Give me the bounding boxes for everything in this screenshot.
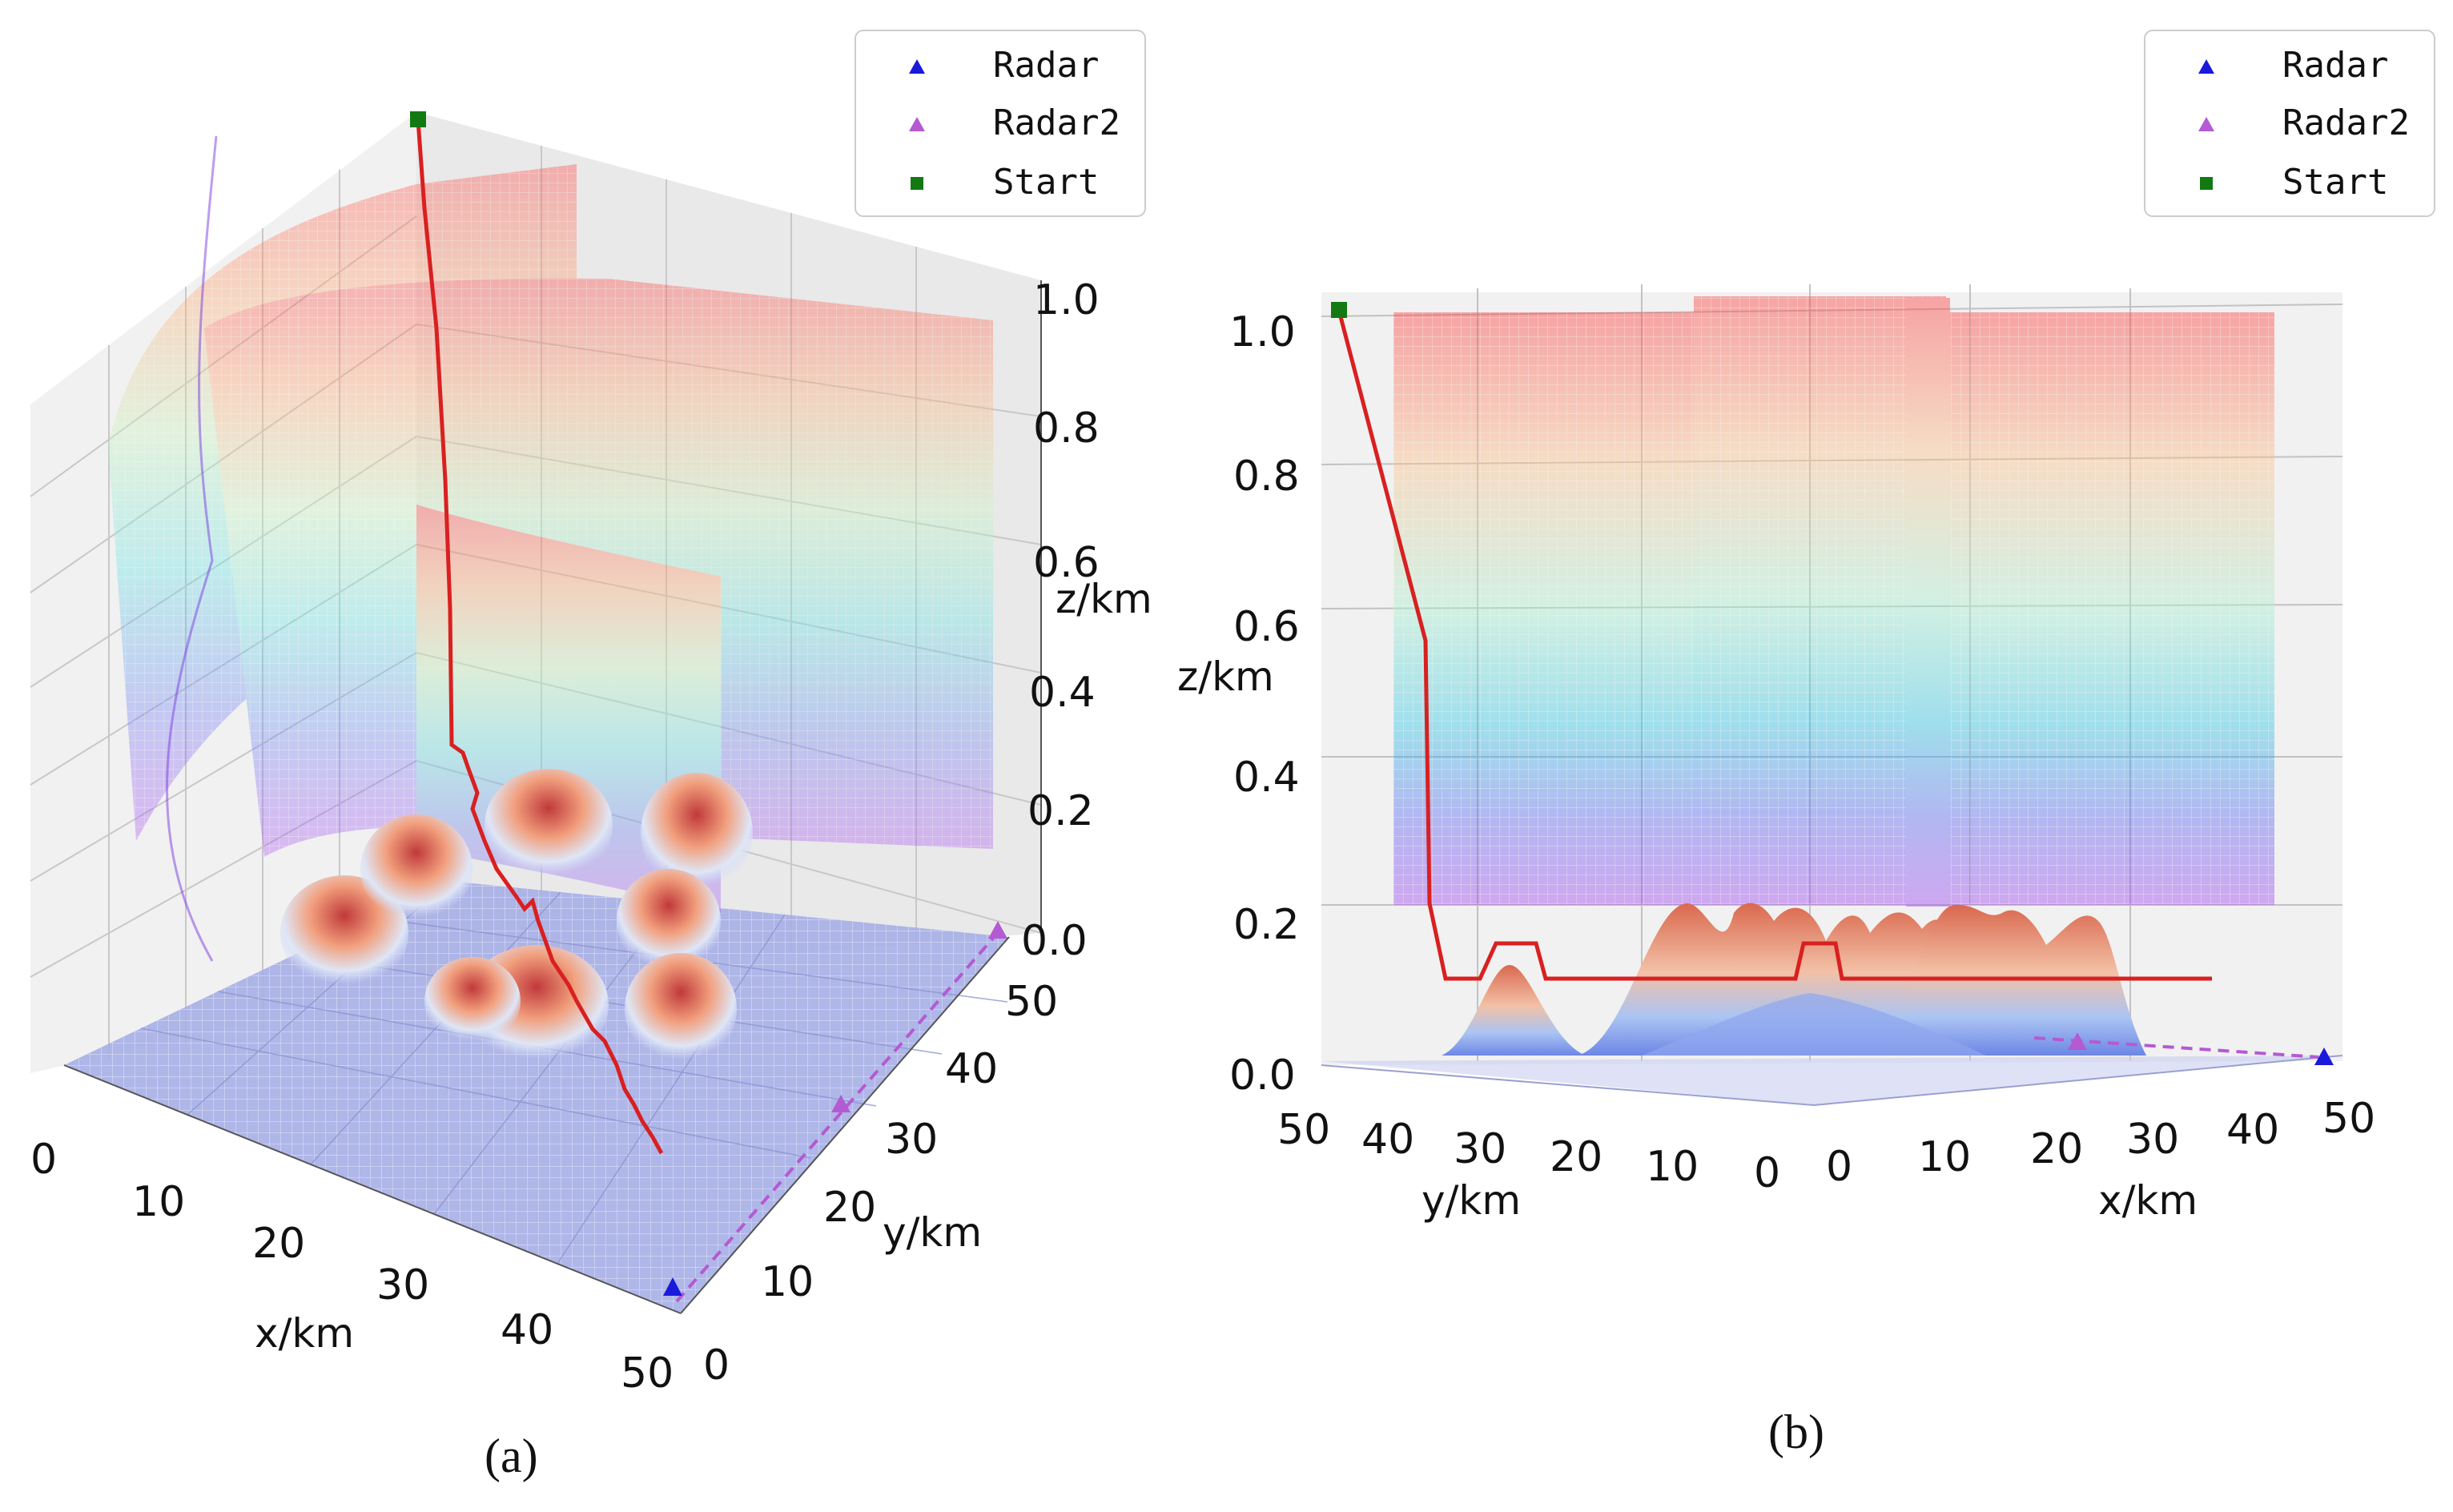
x-ticks-a: 0 10 20 30 40 50 [30, 1136, 674, 1397]
y-ticks-a: 0 10 20 30 40 50 [703, 978, 1058, 1389]
z-tick: 0.8 [1033, 404, 1100, 452]
panel-a: 1.0 0.8 0.6 0.4 0.2 0.0 z/km 0 10 20 30 … [30, 30, 1152, 1482]
x-tick: 40 [501, 1306, 553, 1354]
radar-surface-edge [166, 135, 218, 962]
legend-label: Start [2282, 162, 2388, 203]
axes-edges-a [63, 280, 1042, 1314]
legend-start-marker [2200, 177, 2213, 190]
z-ticks-a: 1.0 0.8 0.6 0.4 0.2 0.0 [1021, 276, 1100, 965]
legend-radar2-marker [2198, 117, 2214, 131]
legend-radar-marker [909, 59, 925, 74]
y-tick: 10 [761, 1258, 814, 1306]
x-tick: 20 [252, 1220, 305, 1268]
z-tick: 0.8 [1233, 452, 1300, 501]
x-tick: 0 [1826, 1143, 1852, 1191]
radar-marker-b [2314, 1048, 2334, 1065]
radar2-marker-a2 [831, 1095, 851, 1112]
z-tick: 1.0 [1229, 308, 1296, 356]
z-tick: 1.0 [1033, 276, 1100, 324]
y-tick: 40 [1361, 1116, 1414, 1164]
legend-radar-marker [2198, 59, 2214, 74]
start-marker-b [1331, 302, 1347, 318]
radar-link-line [675, 927, 1003, 1303]
floor-plane-b [1321, 1056, 2342, 1105]
y-tick: 50 [1277, 1106, 1330, 1154]
y-tick: 30 [885, 1116, 938, 1164]
legend-box [2144, 30, 2435, 217]
y-ticks-b: 50 40 30 20 10 0 [1277, 1106, 1780, 1197]
legend-b: Radar Radar2 Start [2144, 30, 2435, 217]
y-tick: 40 [945, 1045, 998, 1093]
x-axis-label-a: x/km [255, 1310, 354, 1357]
z-tick: 0.4 [1029, 669, 1096, 717]
legend-label: Radar [2282, 45, 2388, 86]
z-axis-label-b: z/km [1177, 653, 1274, 700]
z-tick: 0.6 [1033, 539, 1100, 587]
legend-box [855, 30, 1146, 217]
x-tick: 20 [2030, 1125, 2083, 1173]
y-tick: 10 [1646, 1143, 1699, 1191]
radar2-marker-b [2068, 1032, 2087, 1050]
y-tick: 30 [1454, 1125, 1506, 1173]
legend-label: Radar2 [993, 103, 1120, 143]
x-axis-label-b: x/km [2098, 1177, 2198, 1224]
radar-surface-b [1393, 296, 2274, 907]
path-b [1337, 310, 2212, 981]
y-tick: 50 [1005, 978, 1058, 1026]
x-tick: 50 [621, 1349, 674, 1397]
panel-b: 1.0 0.8 0.6 0.4 0.2 0.0 z/km 50 40 30 20… [1177, 30, 2435, 1458]
caption-a: (a) [485, 1430, 538, 1482]
z-tick: 0.6 [1233, 603, 1300, 651]
x-tick: 40 [2226, 1106, 2279, 1154]
y-axis-label-b: y/km [1422, 1177, 1521, 1224]
legend-radar2-marker [909, 117, 925, 131]
radar2-marker-a1 [988, 921, 1007, 939]
z-tick: 0.2 [1027, 787, 1094, 835]
z-tick: 0.2 [1233, 901, 1300, 949]
legend-label: Radar2 [2282, 103, 2410, 143]
z-tick: 0.0 [1021, 917, 1088, 965]
radar-marker-a [663, 1277, 682, 1296]
legend-label: Start [993, 162, 1099, 203]
y-axis-label-a: y/km [883, 1209, 982, 1256]
radar-surface-a [108, 164, 993, 913]
x-ticks-b: 0 10 20 30 40 50 [1826, 1095, 2375, 1191]
x-tick: 10 [132, 1178, 185, 1226]
y-tick: 0 [703, 1341, 730, 1389]
x-tick: 30 [2126, 1116, 2179, 1164]
z-axis-label-a: z/km [1056, 576, 1152, 622]
x-tick: 50 [2322, 1095, 2375, 1143]
y-tick: 20 [823, 1184, 876, 1232]
z-tick: 0.0 [1229, 1052, 1296, 1100]
path-a [416, 119, 664, 1155]
x-tick: 10 [1918, 1133, 1971, 1181]
y-tick: 0 [1754, 1149, 1780, 1197]
floor-lines-b [1321, 1055, 2343, 1106]
caption-b: (b) [1768, 1405, 1824, 1458]
terrain-hills-a [280, 769, 753, 1065]
y-tick: 20 [1550, 1133, 1602, 1181]
legend-label: Radar [993, 45, 1099, 86]
z-ticks-b: 1.0 0.8 0.6 0.4 0.2 0.0 [1229, 308, 1300, 1100]
x-tick: 30 [376, 1261, 429, 1309]
legend-start-marker [911, 177, 923, 190]
legend-a: Radar Radar2 Start [855, 30, 1146, 217]
start-marker-a [410, 111, 426, 127]
x-tick: 0 [30, 1136, 57, 1184]
z-tick: 0.4 [1233, 754, 1300, 802]
